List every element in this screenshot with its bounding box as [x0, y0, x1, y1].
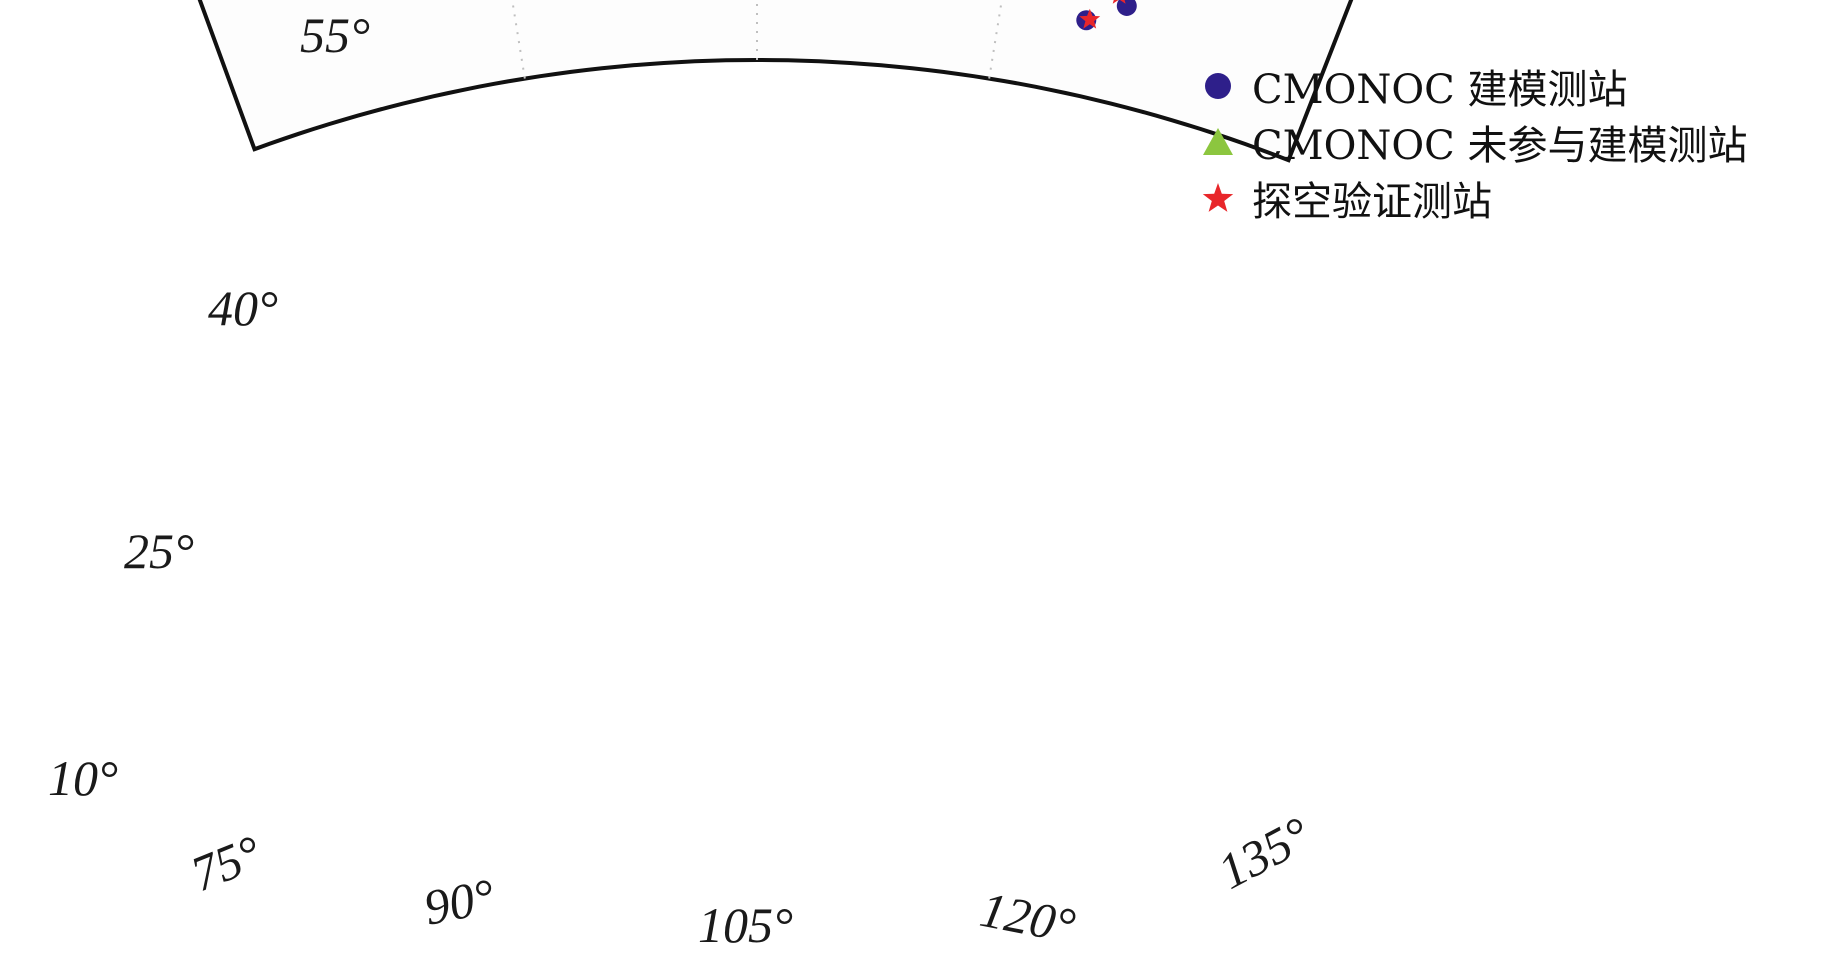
stations-layer [1076, 0, 1137, 31]
lon-label-105: 105° [698, 897, 793, 953]
lon-label-135: 135° [1209, 806, 1319, 900]
lon-label-120: 120° [976, 881, 1080, 954]
modeling-station-point [1116, 0, 1137, 16]
lat-label-40: 40° [208, 280, 278, 336]
lon-label-75: 75° [183, 824, 269, 902]
lon-label-90: 90° [419, 867, 498, 935]
lat-label-25: 25° [124, 523, 194, 579]
circle-marker-icon [1205, 73, 1231, 99]
lat-label-10: 10° [48, 750, 118, 806]
legend-label-modeling: CMONOC 建模测站 [1252, 67, 1628, 113]
legend-item-non-modeling: CMONOC 未参与建模测站 [1200, 114, 1747, 170]
legend: CMONOC 建模测站 CMONOC 未参与建模测站 探空验证测站 [1200, 58, 1747, 226]
legend-label-non-modeling: CMONOC 未参与建模测站 [1252, 123, 1748, 169]
triangle-marker-icon [1203, 128, 1233, 155]
legend-label-radiosonde: 探空验证测站 [1252, 179, 1492, 225]
star-marker-icon [1202, 183, 1234, 212]
lat-label-55: 55° [300, 7, 370, 63]
legend-item-radiosonde: 探空验证测站 [1200, 170, 1747, 226]
legend-item-modeling: CMONOC 建模测站 [1200, 58, 1747, 114]
radiosonde-station-point [1112, 0, 1126, 4]
map-frame [197, 0, 1354, 163]
radiosonde-station-point [1079, 8, 1101, 29]
